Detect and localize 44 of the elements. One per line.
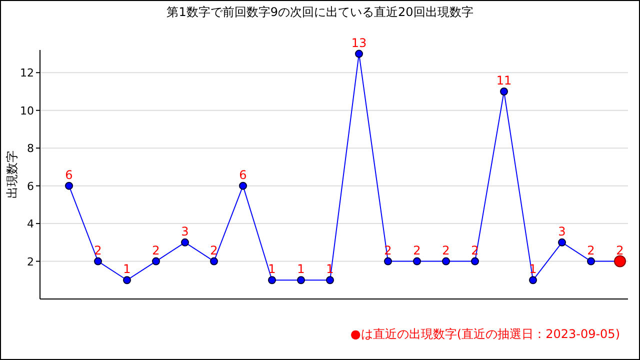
- data-label: 2: [587, 243, 595, 258]
- y-axis-title: 出現数字: [5, 150, 19, 198]
- data-label: 6: [65, 168, 73, 182]
- data-label: 6: [239, 168, 247, 182]
- y-tick-label: 2: [27, 255, 34, 268]
- data-label: 2: [616, 243, 624, 258]
- data-label: 2: [442, 243, 450, 258]
- y-tick-label: 10: [20, 104, 34, 118]
- point: [413, 257, 421, 266]
- y-tick-label: 12: [20, 66, 34, 80]
- point: [558, 238, 566, 246]
- point: [210, 257, 218, 266]
- point: [123, 276, 131, 284]
- point: [65, 182, 73, 190]
- data-label: 13: [351, 36, 367, 50]
- data-label: 2: [413, 243, 421, 258]
- data-label: 2: [94, 243, 102, 258]
- point: [268, 276, 276, 284]
- data-label: 1: [123, 262, 131, 276]
- point: [152, 257, 160, 266]
- point: [181, 238, 189, 246]
- point: [442, 257, 450, 266]
- y-tick-label: 8: [27, 142, 34, 156]
- y-tick-label: 4: [27, 218, 34, 231]
- data-label: 2: [210, 243, 218, 258]
- data-label: 1: [268, 262, 276, 276]
- point: [94, 257, 102, 266]
- text: ●は直近の出現数字(直近の抽選日：2023-09-05): [350, 327, 620, 341]
- point: [355, 50, 363, 58]
- data-label: 1: [297, 262, 305, 276]
- data-label: 2: [152, 243, 160, 258]
- point: [529, 276, 537, 284]
- point: [384, 257, 392, 266]
- data-label: 3: [558, 224, 566, 238]
- chart-title: 第1数字で前回数字9の次回に出ている直近20回出現数字: [166, 5, 474, 19]
- point: [587, 257, 595, 266]
- data-label: 11: [496, 74, 512, 88]
- y-tick-label: 6: [27, 180, 34, 193]
- data-label: 3: [181, 224, 189, 238]
- point: [239, 182, 247, 190]
- point: [326, 276, 334, 284]
- point: [471, 257, 479, 266]
- point: [297, 276, 305, 284]
- point: [500, 88, 508, 96]
